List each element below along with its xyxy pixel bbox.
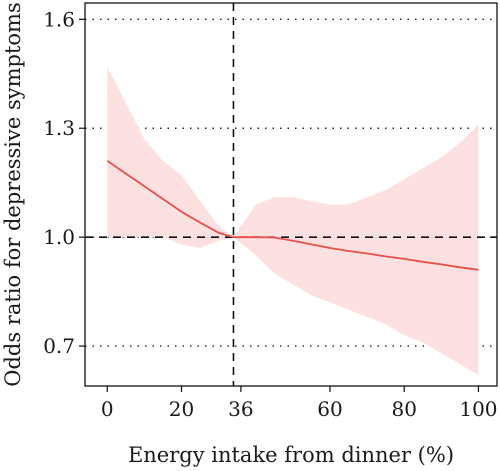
x-tick-label: 36 (228, 397, 253, 421)
confidence-band (107, 66, 479, 376)
series-lines (106, 160, 479, 271)
y-axis-label: Odds ratio for depressive symptoms (1, 2, 25, 387)
confidence-band-area (107, 66, 479, 376)
y-tick-label: 0.7 (43, 334, 75, 358)
y-tick-label: 1.3 (43, 116, 75, 140)
ticks: 0 20 36 60 80 100 0.7 1.0 1.3 1.6 (43, 7, 497, 421)
y-tick-label: 1.6 (43, 7, 75, 31)
x-axis-label: Energy intake from dinner (%) (128, 443, 454, 467)
x-tick-label: 80 (391, 397, 416, 421)
series-line (106, 160, 479, 271)
x-tick-label: 20 (169, 397, 194, 421)
plot-frame (84, 2, 498, 387)
x-tick-label: 100 (459, 397, 497, 421)
y-tick-label: 1.0 (43, 225, 75, 249)
x-tick-label: 60 (317, 397, 342, 421)
reference-lines (85, 3, 497, 386)
x-tick-label: 0 (101, 397, 114, 421)
